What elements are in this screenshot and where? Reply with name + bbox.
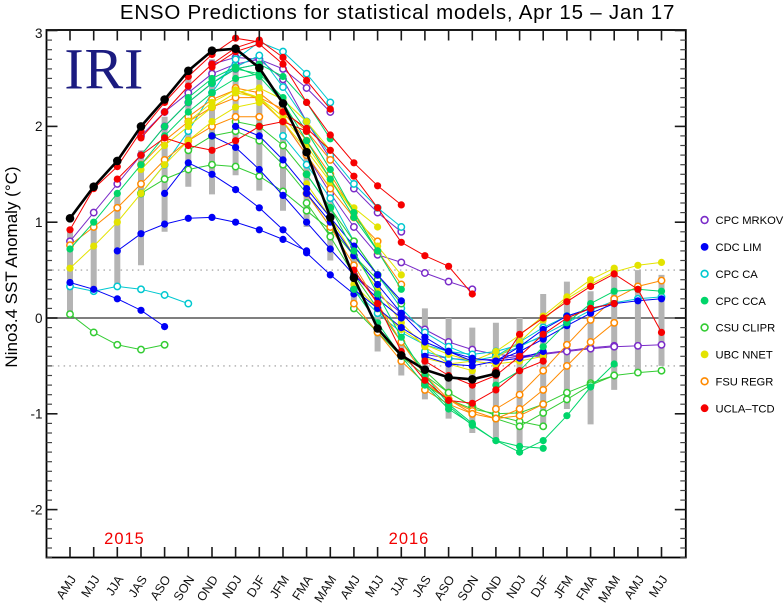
svg-text:CPC CA: CPC CA [716, 269, 759, 281]
svg-text:Nino3.4 SST Anomaly (°C): Nino3.4 SST Anomaly (°C) [2, 166, 21, 367]
svg-text:CPC MRKOV: CPC MRKOV [716, 215, 784, 227]
svg-text:IRI: IRI [64, 37, 144, 102]
svg-text:CPC CCA: CPC CCA [716, 296, 767, 308]
svg-text:2015: 2015 [104, 530, 145, 548]
svg-text:-1: -1 [30, 407, 42, 422]
svg-text:ENSO Predictions for statistic: ENSO Predictions for statistical models,… [120, 1, 675, 24]
svg-text:CSU CLIPR: CSU CLIPR [716, 323, 776, 335]
svg-text:UCLA–TCD: UCLA–TCD [716, 403, 775, 415]
svg-text:1: 1 [35, 215, 43, 230]
svg-text:0: 0 [35, 311, 43, 326]
svg-text:FSU REGR: FSU REGR [716, 377, 774, 389]
svg-text:3: 3 [35, 26, 43, 41]
svg-text:2: 2 [35, 119, 43, 134]
svg-text:-2: -2 [30, 502, 42, 517]
svg-text:2016: 2016 [389, 530, 430, 548]
svg-text:UBC NNET: UBC NNET [716, 350, 773, 362]
svg-text:CDC LIM: CDC LIM [716, 242, 762, 254]
